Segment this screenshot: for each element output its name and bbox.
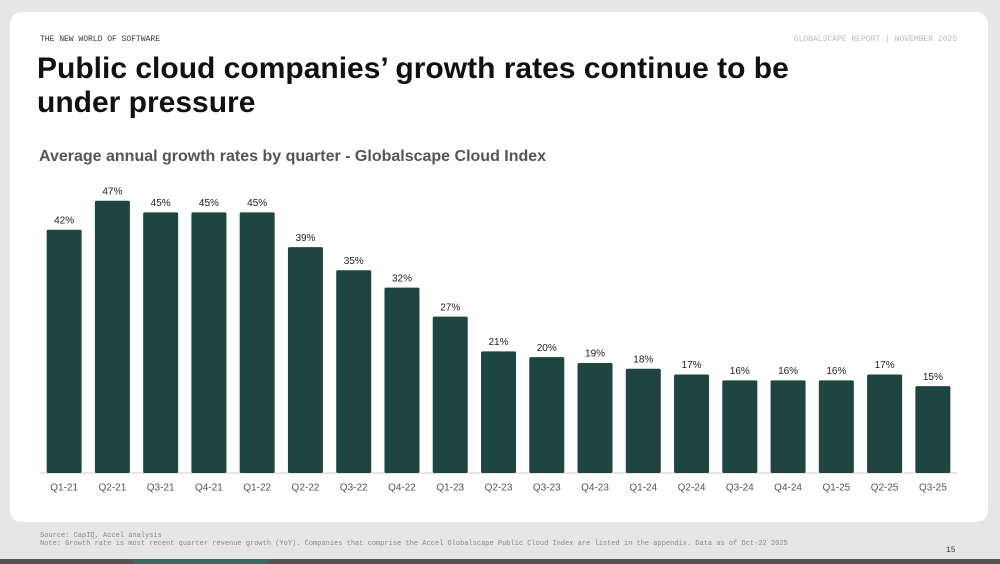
- slide-title: Public cloud companies’ growth rates con…: [37, 52, 789, 119]
- value-label: 45%: [199, 198, 219, 209]
- progress-strip: [0, 559, 1000, 564]
- bar: [94, 200, 130, 473]
- value-label: 35%: [344, 256, 364, 267]
- value-label: 20%: [537, 343, 557, 354]
- x-tick-label: Q4-21: [195, 483, 223, 494]
- x-tick-label: Q1-25: [822, 483, 850, 494]
- bar: [143, 212, 179, 473]
- x-tick-label: Q1-24: [629, 483, 657, 494]
- bar: [191, 212, 227, 473]
- value-label: 32%: [392, 273, 412, 284]
- bar: [432, 316, 468, 473]
- x-tick-label: Q4-24: [774, 483, 802, 494]
- x-tick-label: Q3-25: [919, 483, 947, 494]
- x-tick-label: Q3-22: [340, 483, 368, 494]
- value-label: 17%: [682, 360, 702, 371]
- bar: [867, 374, 903, 473]
- growth-note: Note: Growth rate is most recent quarter…: [40, 540, 788, 548]
- bar: [46, 229, 82, 473]
- section-label: THE NEW WORLD OF SOFTWARE: [40, 35, 161, 44]
- value-label: 16%: [730, 366, 750, 377]
- x-tick-label: Q2-25: [871, 483, 899, 494]
- value-label: 21%: [488, 337, 508, 348]
- bar: [915, 386, 951, 473]
- value-label: 45%: [247, 198, 267, 209]
- value-label: 15%: [923, 372, 943, 383]
- chart-subtitle: Average annual growth rates by quarter -…: [39, 148, 547, 165]
- value-label: 19%: [585, 349, 605, 360]
- bar: [287, 247, 323, 473]
- x-tick-label: Q3-24: [726, 483, 754, 494]
- x-tick-label: Q3-23: [533, 483, 561, 494]
- x-tick-label: Q4-23: [581, 483, 609, 494]
- bar: [239, 212, 275, 473]
- value-label: 39%: [295, 233, 315, 244]
- x-tick-label: Q1-23: [436, 483, 464, 494]
- x-tick-label: Q3-21: [147, 483, 175, 494]
- page-number: 15: [946, 546, 956, 555]
- x-tick-label: Q2-24: [678, 483, 706, 494]
- bar: [722, 380, 758, 473]
- bar: [625, 368, 661, 473]
- bar: [384, 287, 420, 473]
- x-tick-label: Q2-22: [292, 483, 320, 494]
- bar: [770, 380, 806, 473]
- source-note: Source: CapIQ, Accel analysis: [40, 532, 162, 540]
- bar: [529, 357, 565, 473]
- report-label: GLOBALSCAPE REPORT | NOVEMBER 2025: [793, 35, 957, 44]
- value-label: 18%: [633, 354, 653, 365]
- x-tick-label: Q1-22: [243, 483, 271, 494]
- value-label: 42%: [54, 215, 74, 226]
- value-label: 16%: [778, 366, 798, 377]
- value-label: 16%: [826, 366, 846, 377]
- bar: [577, 362, 613, 473]
- progress-active: [133, 559, 268, 564]
- x-tick-label: Q2-21: [98, 483, 126, 494]
- x-tick-label: Q1-21: [50, 483, 78, 494]
- bar: [818, 380, 854, 473]
- bar: [674, 374, 710, 473]
- bar: [336, 270, 372, 473]
- value-label: 27%: [440, 302, 460, 313]
- x-tick-label: Q2-23: [485, 483, 513, 494]
- x-tick-label: Q4-22: [388, 483, 416, 494]
- value-label: 45%: [151, 198, 171, 209]
- value-label: 47%: [102, 186, 122, 197]
- footnotes: Source: CapIQ, Accel analysis Note: Grow…: [40, 532, 830, 548]
- bar: [481, 351, 516, 473]
- value-label: 17%: [875, 360, 895, 371]
